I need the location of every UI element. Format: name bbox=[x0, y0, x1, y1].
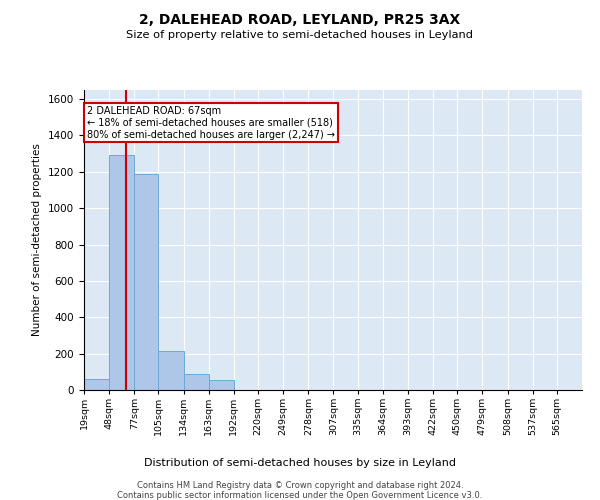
Y-axis label: Number of semi-detached properties: Number of semi-detached properties bbox=[32, 144, 43, 336]
Text: Contains HM Land Registry data © Crown copyright and database right 2024.: Contains HM Land Registry data © Crown c… bbox=[137, 481, 463, 490]
Bar bbox=[109, 156, 134, 390]
Text: 2 DALEHEAD ROAD: 67sqm
← 18% of semi-detached houses are smaller (518)
80% of se: 2 DALEHEAD ROAD: 67sqm ← 18% of semi-det… bbox=[86, 106, 335, 140]
Bar bbox=[209, 380, 234, 390]
Text: 2, DALEHEAD ROAD, LEYLAND, PR25 3AX: 2, DALEHEAD ROAD, LEYLAND, PR25 3AX bbox=[139, 12, 461, 26]
Text: Distribution of semi-detached houses by size in Leyland: Distribution of semi-detached houses by … bbox=[144, 458, 456, 468]
Bar bbox=[134, 174, 158, 390]
Text: Contains public sector information licensed under the Open Government Licence v3: Contains public sector information licen… bbox=[118, 491, 482, 500]
Bar bbox=[158, 351, 184, 390]
Text: Size of property relative to semi-detached houses in Leyland: Size of property relative to semi-detach… bbox=[127, 30, 473, 40]
Bar bbox=[184, 374, 209, 390]
Bar bbox=[84, 379, 109, 390]
